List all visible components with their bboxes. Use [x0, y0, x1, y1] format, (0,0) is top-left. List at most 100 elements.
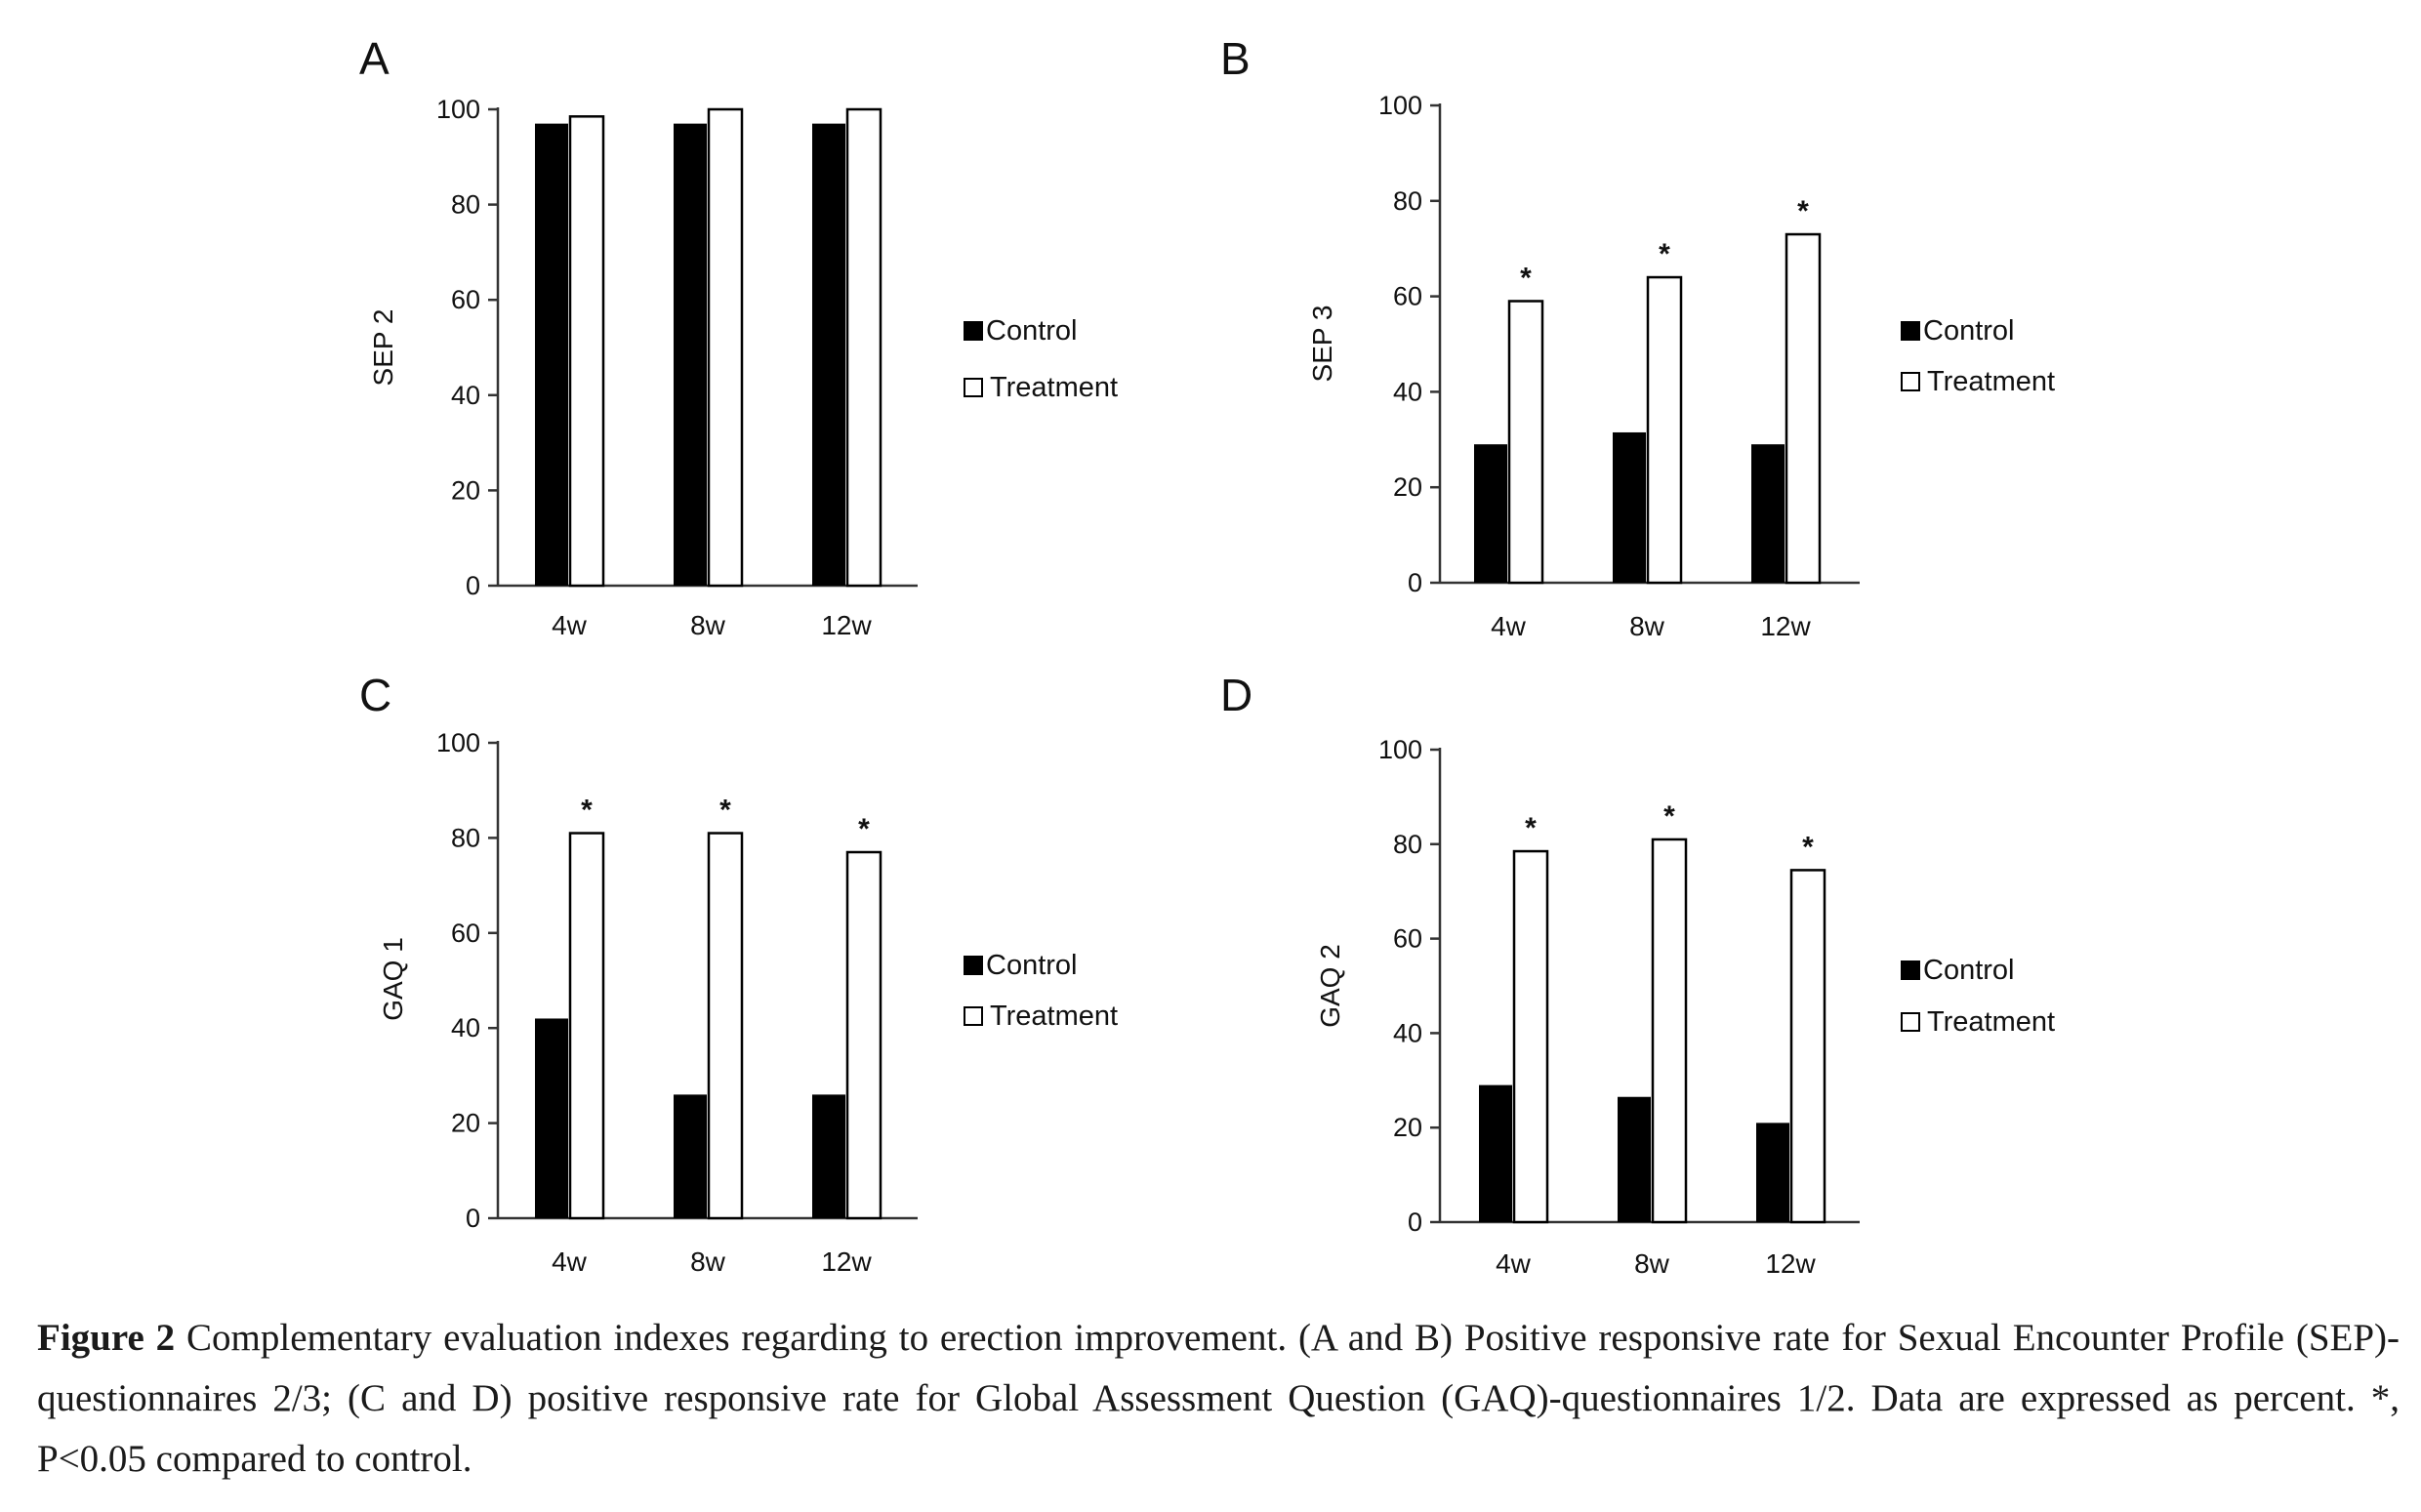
y-tick-label-c: 80	[451, 823, 480, 852]
y-tick-label-d: 60	[1393, 924, 1422, 954]
y-tick-label-b: 100	[1378, 91, 1422, 120]
y-tick-label-b: 80	[1393, 186, 1422, 216]
x-category-label-d: 8w	[1634, 1248, 1670, 1279]
significance-star-c: *	[858, 813, 870, 845]
y-axis-title-b: SEP 3	[1307, 306, 1337, 383]
significance-star-c: *	[719, 795, 731, 827]
panel-letter-c: C	[359, 670, 391, 720]
bar-treatment-d-8w	[1651, 838, 1688, 1224]
significance-star-b: *	[1797, 195, 1809, 227]
y-tick-label-a: 0	[466, 571, 480, 600]
y-tick-label-a: 80	[451, 190, 480, 220]
bar-control-c-4w	[535, 1018, 568, 1218]
bar-treatment-c-8w	[707, 832, 744, 1220]
legend-swatch-treatment-c	[964, 1006, 983, 1026]
panel-letter-b: B	[1220, 33, 1251, 84]
legend-swatch-treatment-a	[964, 378, 983, 397]
chart-panel-c: C GAQ 1 0 20 40 60 80 100 4w * 8w * 12w * Control Treat…	[359, 670, 1118, 1277]
bar-control-d-8w	[1618, 1096, 1651, 1222]
bar-treatment-c-4w	[568, 832, 605, 1220]
y-tick-label-c: 0	[466, 1204, 480, 1233]
y-tick-label-c: 20	[451, 1109, 480, 1138]
y-tick-label-d: 100	[1378, 735, 1422, 764]
x-category-label-c: 4w	[552, 1246, 588, 1277]
y-tick-label-b: 0	[1408, 568, 1422, 597]
legend-swatch-control-a	[964, 321, 983, 341]
y-tick-label-b: 20	[1393, 472, 1422, 502]
x-category-label-b: 4w	[1491, 611, 1527, 641]
caption-label: Figure 2	[37, 1317, 176, 1359]
legend-label-control-c: Control	[986, 950, 1078, 981]
bar-treatment-b-8w	[1646, 275, 1683, 585]
caption-text: Complementary evaluation indexes regardi…	[37, 1317, 2400, 1480]
bar-control-b-12w	[1751, 444, 1785, 583]
bar-treatment-a-12w	[845, 107, 882, 588]
bar-control-c-8w	[674, 1094, 707, 1218]
bar-treatment-b-4w	[1507, 300, 1544, 585]
y-tick-label-c: 40	[451, 1013, 480, 1042]
y-tick-label-a: 100	[436, 95, 480, 124]
x-category-label-c: 8w	[690, 1246, 726, 1277]
chart-panel-d: D GAQ 2 0 20 40 60 80 100 4w * 8w * 12w * Control Treat…	[1220, 670, 2055, 1279]
bar-control-a-4w	[535, 123, 568, 586]
x-category-label-b: 12w	[1760, 611, 1811, 641]
y-tick-label-b: 60	[1393, 282, 1422, 311]
bar-control-a-12w	[812, 123, 845, 586]
x-category-label-a: 12w	[821, 610, 872, 640]
y-tick-label-a: 20	[451, 475, 480, 505]
legend-swatch-treatment-d	[1901, 1012, 1920, 1032]
legend-swatch-control-b	[1901, 321, 1920, 341]
figure-panels: A SEP 2 0 20 40 60 80 100 4w 8w 12w Control Treatmen…	[359, 33, 2055, 1279]
bar-control-a-8w	[674, 123, 707, 586]
y-tick-label-a: 40	[451, 381, 480, 410]
panel-letter-d: D	[1220, 670, 1252, 720]
legend-swatch-treatment-b	[1901, 372, 1920, 391]
y-tick-label-a: 60	[451, 285, 480, 314]
significance-star-d: *	[1525, 812, 1537, 844]
bar-control-b-8w	[1613, 431, 1646, 583]
legend-label-control-b: Control	[1923, 315, 2015, 347]
legend-swatch-control-d	[1901, 960, 1920, 980]
y-axis-title-a: SEP 2	[368, 309, 398, 387]
y-tick-label-d: 40	[1393, 1018, 1422, 1047]
legend-swatch-control-c	[964, 956, 983, 975]
y-tick-label-c: 60	[451, 919, 480, 948]
legend-label-control-d: Control	[1923, 955, 2015, 986]
x-category-label-c: 12w	[821, 1246, 872, 1277]
figure-caption: Figure 2 Complementary evaluation indexe…	[37, 1308, 2400, 1490]
significance-star-b: *	[1520, 262, 1532, 294]
y-axis-title-c: GAQ 1	[378, 937, 408, 1021]
significance-star-d: *	[1663, 800, 1675, 833]
x-category-label-d: 4w	[1496, 1248, 1532, 1279]
x-category-label-a: 4w	[552, 610, 588, 640]
x-category-label-a: 8w	[690, 610, 726, 640]
legend-label-treatment-b: Treatment	[1927, 366, 2055, 397]
significance-star-d: *	[1802, 831, 1814, 863]
x-category-label-d: 12w	[1765, 1248, 1816, 1279]
y-tick-label-d: 80	[1393, 830, 1422, 859]
y-tick-label-d: 20	[1393, 1113, 1422, 1142]
legend-label-treatment-d: Treatment	[1927, 1006, 2055, 1038]
bar-treatment-b-12w	[1785, 232, 1822, 585]
bar-treatment-a-8w	[707, 107, 744, 588]
y-axis-title-d: GAQ 2	[1315, 944, 1345, 1028]
bar-control-c-12w	[812, 1094, 845, 1218]
significance-star-c: *	[581, 795, 593, 827]
x-category-label-b: 8w	[1629, 611, 1665, 641]
chart-panel-b: B SEP 3 0 20 40 60 80 100 4w * 8w * 12w * Control Treat…	[1220, 33, 2055, 641]
bar-treatment-c-12w	[845, 850, 882, 1220]
bar-control-d-12w	[1756, 1123, 1789, 1222]
bar-control-b-4w	[1474, 444, 1507, 583]
bar-treatment-d-12w	[1789, 869, 1826, 1224]
legend-label-treatment-a: Treatment	[990, 372, 1118, 403]
significance-star-b: *	[1659, 238, 1670, 270]
legend-label-treatment-c: Treatment	[990, 1001, 1118, 1032]
legend-label-control-a: Control	[986, 315, 1078, 347]
y-tick-label-b: 40	[1393, 377, 1422, 406]
chart-panel-a: A SEP 2 0 20 40 60 80 100 4w 8w 12w Control Treatmen…	[359, 33, 1118, 640]
y-tick-label-c: 100	[436, 728, 480, 757]
y-tick-label-d: 0	[1408, 1207, 1422, 1237]
bar-treatment-a-4w	[568, 115, 605, 588]
panel-letter-a: A	[359, 33, 390, 84]
bar-control-d-4w	[1479, 1084, 1512, 1222]
